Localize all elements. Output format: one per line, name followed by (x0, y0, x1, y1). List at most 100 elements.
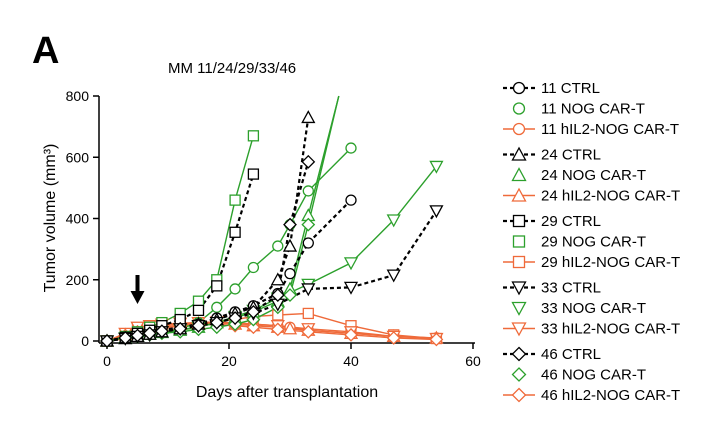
legend-label: 29 hIL2-NOG CAR-T (541, 254, 680, 271)
legend-item: 11 hIL2-NOG CAR-T (503, 121, 679, 138)
legend-item: 29 NOG CAR-T (512, 234, 646, 251)
data-point (283, 288, 297, 302)
data-point (345, 194, 357, 206)
data-point (301, 324, 316, 339)
y-axis-label: Tumor volume (mm³) (42, 144, 59, 293)
legend-label: 33 hIL2-NOG CAR-T (541, 321, 680, 338)
data-point (270, 272, 285, 286)
data-point (130, 328, 145, 343)
data-point (283, 217, 297, 232)
data-point (301, 217, 316, 232)
data-point (191, 318, 206, 333)
data-point (343, 257, 359, 271)
legend-item: 29 CTRL (503, 213, 601, 230)
legend-marker (511, 346, 527, 362)
legend-label: 11 CTRL (541, 80, 600, 97)
legend-item: 24 hIL2-NOG CAR-T (503, 188, 680, 205)
data-point (118, 331, 133, 345)
y-tick-label: 200 (66, 272, 90, 288)
arrow-head (130, 291, 145, 304)
data-point (192, 295, 205, 307)
x-tick-label: 60 (465, 353, 481, 369)
y-tick-label: 800 (66, 88, 90, 104)
series-lines (106, 95, 438, 343)
chart-title: MM 11/24/29/33/46 (168, 60, 296, 77)
legend-marker (511, 281, 527, 296)
legend-label: 24 CTRL (541, 147, 601, 164)
data-point (301, 283, 316, 297)
legend-label: 33 CTRL (541, 280, 601, 297)
data-point (429, 160, 444, 174)
data-point (247, 168, 260, 180)
legend-label: 24 hIL2-NOG CAR-T (541, 188, 680, 205)
x-axis-label: Days after transplantation (196, 384, 378, 401)
legend-marker (512, 255, 526, 269)
legend-marker (512, 81, 526, 95)
y-tick-label: 0 (81, 333, 89, 349)
data-point (211, 301, 223, 313)
y-tick-label: 600 (66, 149, 90, 165)
legend-item: 33 NOG CAR-T (511, 300, 646, 317)
x-tick-label: 20 (221, 353, 237, 369)
data-point (282, 238, 298, 252)
legend-item: 24 NOG CAR-T (511, 167, 646, 184)
legend-label: 46 hIL2-NOG CAR-T (541, 387, 680, 404)
data-point (386, 269, 401, 283)
legend-marker (511, 387, 527, 403)
data-point (142, 326, 157, 341)
data-point (192, 304, 205, 317)
data-point (229, 283, 241, 295)
data-point (229, 194, 241, 206)
legend-marker (512, 214, 526, 228)
x-tick-label: 40 (343, 353, 359, 369)
data-point (429, 332, 444, 347)
data-point (229, 226, 241, 238)
data-point (301, 110, 316, 124)
legend-label: 46 NOG CAR-T (541, 367, 646, 384)
series-markers (99, 110, 444, 349)
legend-marker (512, 235, 526, 248)
data-point (209, 315, 224, 330)
data-point (246, 304, 261, 319)
legend-label: 33 NOG CAR-T (541, 300, 646, 317)
legend-marker (511, 322, 527, 337)
data-point (270, 322, 285, 337)
legend: 11 CTRL 11 NOG CAR-T 11 hIL2-NOG CAR-T 24 C… (503, 80, 680, 404)
data-point (272, 240, 284, 252)
data-point (247, 130, 260, 142)
data-point (282, 321, 298, 335)
legend-marker (511, 146, 527, 161)
legend-item: 24 CTRL (503, 147, 601, 164)
data-point (154, 324, 169, 339)
data-point (345, 142, 357, 154)
panel-letter: A (32, 30, 60, 72)
legend-item: 46 CTRL (503, 346, 601, 363)
data-point (284, 267, 296, 280)
data-point (100, 334, 114, 348)
legend-label: 29 NOG CAR-T (541, 234, 646, 251)
legend-item: 33 CTRL (503, 280, 601, 297)
data-point (173, 321, 188, 336)
legend-item: 33 hIL2-NOG CAR-T (503, 321, 680, 338)
legend-marker (511, 187, 527, 202)
data-point (343, 281, 359, 295)
legend-label: 46 CTRL (541, 346, 601, 363)
data-point (247, 261, 260, 274)
x-tick-label: 0 (103, 353, 111, 369)
y-tick-label: 400 (66, 211, 90, 227)
data-point (270, 288, 285, 302)
legend-marker (511, 301, 527, 316)
legend-item: 46 NOG CAR-T (511, 367, 646, 384)
legend-item: 11 CTRL (503, 80, 600, 97)
legend-label: 11 NOG CAR-T (541, 101, 645, 118)
legend-item: 29 hIL2-NOG CAR-T (503, 254, 680, 271)
data-point (386, 331, 401, 345)
data-point (302, 307, 314, 320)
data-point (246, 320, 261, 335)
data-point (302, 237, 314, 249)
legend-item: 46 hIL2-NOG CAR-T (503, 387, 680, 404)
data-point (301, 154, 316, 169)
legend-marker (512, 122, 526, 136)
